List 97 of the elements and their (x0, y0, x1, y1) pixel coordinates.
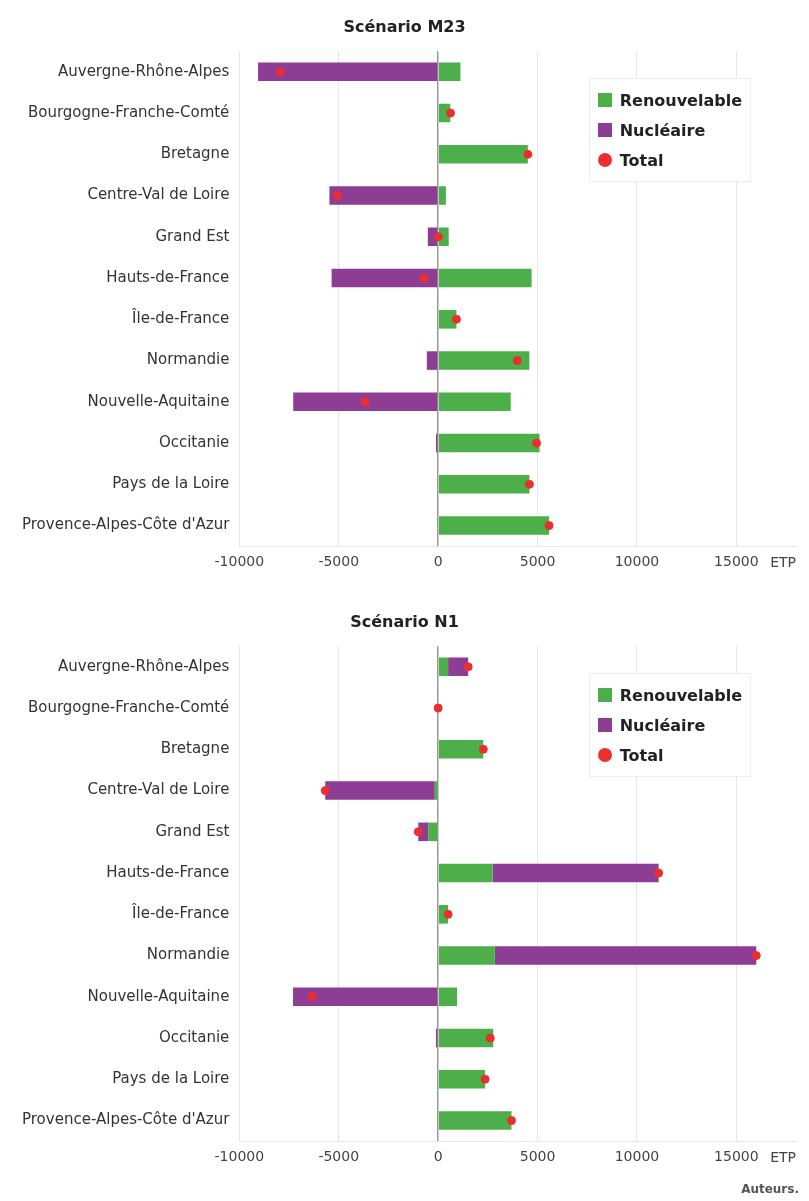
x-tick-label: 5000 (519, 553, 556, 570)
bar (293, 987, 438, 1007)
x-tick-label: -10000 (214, 1148, 265, 1165)
point (523, 149, 533, 159)
point (320, 786, 330, 796)
point (512, 356, 522, 366)
y-tick-label: Nouvelle-Aquitaine (87, 986, 230, 1005)
y-tick-label: Hauts-de-France (106, 862, 230, 881)
x-tick-label: 15000 (714, 553, 759, 570)
y-tick-label: Centre-Val de Loire (87, 780, 230, 799)
bar (438, 475, 530, 494)
y-tick-label: Centre-Val de Loire (87, 185, 230, 204)
bar (438, 351, 530, 370)
bar (492, 863, 659, 883)
y-tick-label: Hauts-de-France (106, 267, 230, 286)
bar (325, 781, 435, 800)
y-tick-label: Auvergne-Rhône-Alpes (57, 656, 230, 675)
y-tick-label: Pays de la Loire (112, 474, 230, 493)
point (419, 273, 429, 283)
bar (494, 946, 757, 965)
y-tick-label: Bretagne (160, 144, 230, 163)
y-tick-label: Provence-Alpes-Côte d'Azur (22, 515, 231, 534)
text: Auteurs. (741, 1182, 799, 1197)
bar (438, 863, 493, 883)
point (480, 1074, 490, 1084)
y-tick-label: Bourgogne-Franche-Comté (27, 697, 230, 716)
y-tick-label: Île-de-France (131, 903, 230, 923)
x-tick-label: 15000 (714, 1148, 759, 1165)
bar (331, 268, 438, 288)
bar (438, 62, 461, 82)
legend-label: Nucléaire (619, 120, 706, 140)
bar (258, 62, 438, 82)
chart-title: Scénario M23 (343, 16, 466, 36)
point (532, 438, 542, 448)
point (307, 992, 317, 1002)
point (463, 662, 473, 672)
y-tick-label: Occitanie (158, 1027, 230, 1046)
bar (329, 186, 438, 205)
x-axis-title: ETP (770, 1148, 796, 1165)
point (751, 951, 761, 961)
point (451, 314, 461, 324)
point (433, 232, 443, 242)
x-tick-label: -5000 (318, 553, 360, 570)
point (360, 397, 370, 407)
x-axis-title: ETP (770, 553, 796, 570)
bar (438, 516, 550, 535)
y-tick-label: Normandie (146, 945, 230, 964)
legend-label: Total (619, 745, 664, 765)
y-tick-label: Grand Est (155, 226, 230, 245)
chart-title: Scénario N1 (350, 611, 459, 631)
bar (438, 268, 532, 288)
point (413, 827, 423, 837)
point (507, 1116, 517, 1126)
y-tick-label: Bretagne (160, 739, 230, 758)
x-tick-label: 0 (433, 553, 443, 570)
bar (438, 946, 495, 965)
x-tick-label: 5000 (519, 1148, 556, 1165)
bar (426, 351, 438, 370)
point (544, 521, 554, 531)
y-tick-label: Nouvelle-Aquitaine (87, 391, 230, 410)
legend-label: Renouvelable (619, 90, 742, 110)
bar (438, 1028, 494, 1048)
y-tick-label: Normandie (146, 350, 230, 369)
y-tick-label: Provence-Alpes-Côte d'Azur (22, 1110, 231, 1129)
bar (293, 392, 438, 412)
bar (438, 433, 540, 453)
y-tick-label: Bourgogne-Franche-Comté (27, 102, 230, 121)
bar (438, 186, 446, 205)
point (332, 191, 342, 201)
point (433, 703, 443, 713)
y-tick-label: Grand Est (155, 821, 230, 840)
legend-label: Nucléaire (619, 715, 706, 735)
x-tick-label: 10000 (614, 553, 660, 570)
y-tick-label: Occitanie (158, 432, 230, 451)
bar (438, 392, 511, 412)
y-tick-label: Pays de la Loire (112, 1069, 230, 1088)
x-tick-label: -10000 (214, 553, 265, 570)
y-tick-label: Île-de-France (131, 308, 230, 328)
bar (438, 1070, 486, 1089)
x-tick-label: 0 (433, 1148, 443, 1165)
bar (438, 145, 528, 164)
point (445, 108, 455, 118)
x-tick-label: -5000 (318, 1148, 360, 1165)
y-tick-label: Auvergne-Rhône-Alpes (57, 61, 230, 80)
point (485, 1033, 495, 1043)
point (275, 67, 285, 77)
bar (438, 987, 458, 1007)
bar (438, 740, 484, 759)
x-tick-label: 10000 (614, 1148, 660, 1165)
legend-label: Total (619, 150, 664, 170)
bar (438, 1111, 512, 1130)
bar (428, 822, 438, 842)
point (524, 479, 534, 489)
bar (438, 657, 449, 677)
point (654, 868, 664, 878)
point (478, 744, 488, 754)
legend-label: Renouvelable (619, 685, 742, 705)
